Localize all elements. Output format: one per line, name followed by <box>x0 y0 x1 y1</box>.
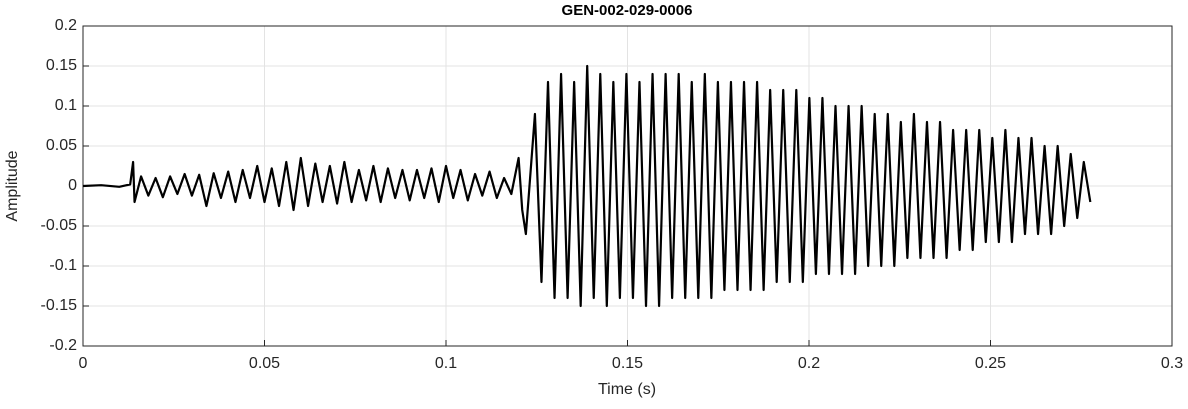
waveform-line <box>82 64 1092 308</box>
y-tick-label: 0.1 <box>55 97 77 114</box>
x-tick-label: 0.1 <box>435 355 457 372</box>
y-tick-label: -0.2 <box>49 337 77 354</box>
y-tick-label: 0.05 <box>46 137 77 154</box>
y-tick-label: 0 <box>68 177 77 194</box>
x-tick-label: 0.25 <box>975 355 1006 372</box>
x-tick-label: 0.3 <box>1161 355 1183 372</box>
x-tick-label: 0.2 <box>798 355 820 372</box>
y-tick-label: 0.15 <box>46 57 77 74</box>
x-tick-label: 0.15 <box>612 355 643 372</box>
chart-title: GEN-002-029-0006 <box>562 2 693 19</box>
y-axis-label: Amplitude <box>4 150 21 221</box>
x-tick-label: 0.05 <box>249 355 280 372</box>
x-axis-label: Time (s) <box>598 381 656 398</box>
y-tick-label: -0.1 <box>49 257 77 274</box>
y-tick-label: -0.05 <box>41 217 78 234</box>
x-tick-label: 0 <box>79 355 88 372</box>
y-tick-label: 0.2 <box>55 17 77 34</box>
y-tick-label: -0.15 <box>41 297 78 314</box>
